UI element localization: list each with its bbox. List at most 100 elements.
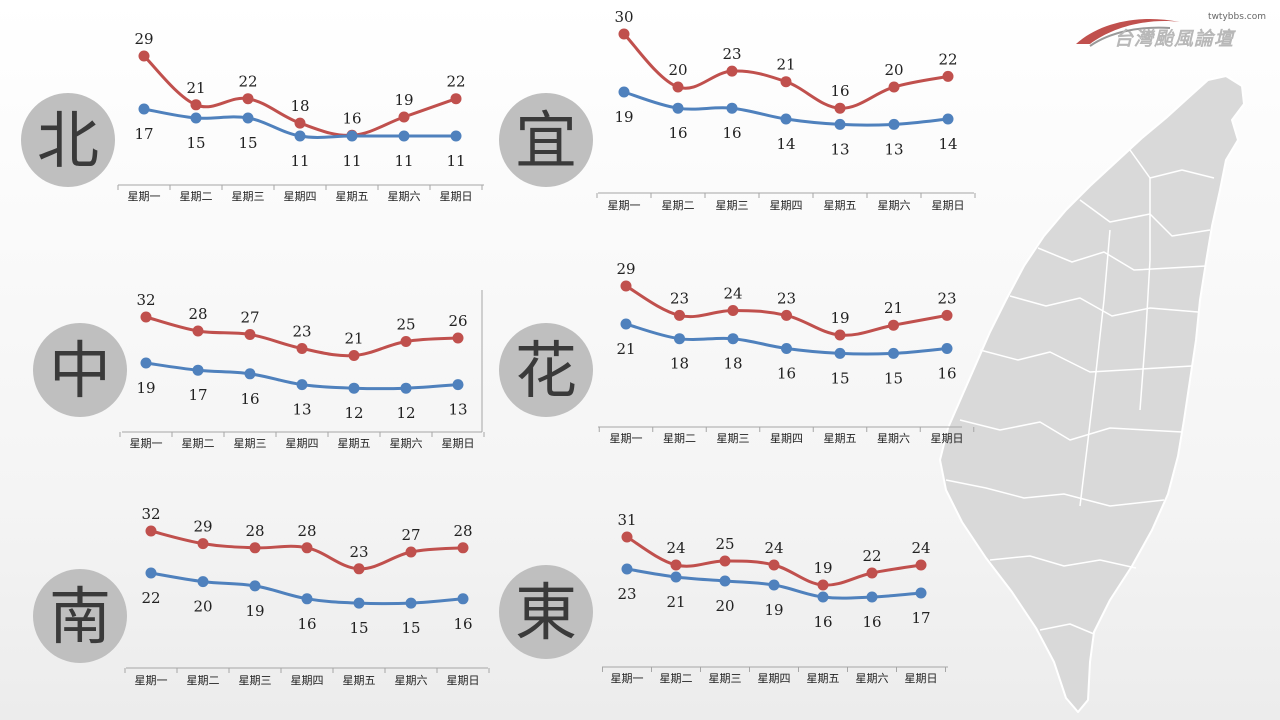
- data-label-low: 16: [240, 390, 259, 408]
- data-point-low: [244, 368, 256, 380]
- x-tick-label: 星期二: [180, 190, 213, 203]
- x-tick-label: 星期一: [130, 437, 163, 450]
- data-point-high: [244, 329, 256, 340]
- x-tick-label: 星期五: [824, 199, 857, 212]
- data-point-low: [888, 347, 899, 359]
- x-tick-label: 星期二: [182, 437, 215, 450]
- data-point-low: [674, 333, 685, 345]
- data-label-low: 11: [446, 152, 465, 170]
- data-label-high: 22: [238, 73, 257, 91]
- data-point-low: [190, 112, 202, 124]
- data-label-high: 27: [401, 526, 420, 544]
- x-tick-label: 星期六: [878, 199, 911, 212]
- data-point-high: [888, 319, 899, 331]
- data-point-high: [888, 81, 900, 93]
- data-label-low: 19: [764, 601, 783, 619]
- data-label-high: 26: [448, 312, 467, 330]
- data-point-high: [817, 579, 829, 591]
- data-label-high: 23: [722, 45, 741, 63]
- data-label-high: 22: [938, 50, 957, 68]
- data-label-low: 19: [245, 602, 264, 620]
- data-point-high: [457, 542, 469, 554]
- data-label-high: 19: [394, 91, 413, 109]
- region-badge: [33, 569, 127, 663]
- data-point-high: [138, 50, 150, 62]
- region-label: 宜: [515, 104, 577, 177]
- x-tick-label: 星期五: [807, 672, 840, 685]
- data-label-high: 18: [290, 97, 309, 115]
- logo-site: twtybbs.com: [1208, 12, 1266, 22]
- x-tick-label: 星期四: [291, 674, 324, 687]
- data-point-high: [405, 546, 417, 558]
- data-label-low: 13: [292, 401, 311, 419]
- data-label-low: 17: [134, 125, 153, 143]
- data-label-high: 21: [344, 330, 363, 348]
- data-label-high: 16: [342, 109, 361, 127]
- data-label-high: 28: [245, 522, 264, 540]
- data-label-low: 15: [186, 134, 205, 152]
- data-point-low: [618, 86, 630, 98]
- data-label-low: 11: [394, 152, 413, 170]
- data-point-high: [192, 325, 204, 337]
- x-tick-label: 星期六: [390, 437, 423, 450]
- data-point-low: [296, 379, 308, 391]
- data-point-high: [197, 538, 209, 550]
- data-label-low: 16: [722, 124, 741, 142]
- x-tick-label: 星期日: [442, 437, 475, 450]
- data-point-low: [301, 593, 313, 605]
- data-label-high: 25: [715, 535, 734, 553]
- data-point-low: [353, 597, 365, 609]
- region-label: 東: [515, 576, 577, 649]
- data-label-low: 13: [884, 140, 903, 158]
- data-label-high: 29: [193, 518, 212, 536]
- x-tick-label: 星期二: [187, 674, 220, 687]
- data-point-low: [138, 103, 150, 115]
- data-point-high: [140, 311, 152, 323]
- data-point-high: [301, 542, 313, 554]
- data-label-low: 20: [193, 598, 212, 616]
- data-label-low: 13: [830, 140, 849, 158]
- data-label-low: 15: [349, 619, 368, 637]
- x-tick-label: 星期三: [239, 674, 272, 687]
- data-point-high: [915, 559, 927, 571]
- data-point-high: [400, 336, 412, 347]
- data-label-high: 21: [884, 299, 903, 317]
- x-tick-label: 星期三: [234, 437, 267, 450]
- data-point-low: [197, 576, 209, 588]
- data-point-low: [140, 357, 152, 369]
- data-label-high: 28: [297, 522, 316, 540]
- data-label-high: 24: [666, 539, 685, 557]
- data-point-high: [726, 65, 738, 77]
- data-label-high: 23: [937, 289, 956, 307]
- data-label-low: 17: [911, 609, 930, 627]
- x-tick-label: 星期六: [395, 674, 428, 687]
- data-point-low: [192, 364, 204, 376]
- data-point-low: [249, 580, 261, 592]
- data-label-high: 23: [349, 543, 368, 561]
- data-label-high: 30: [614, 8, 633, 26]
- data-label-low: 23: [617, 585, 636, 603]
- data-label-high: 22: [446, 73, 465, 91]
- region-badge: [499, 565, 593, 659]
- data-point-high: [620, 280, 632, 292]
- data-point-high: [942, 70, 954, 82]
- region-badge: [21, 93, 115, 187]
- data-point-low: [670, 571, 682, 583]
- data-point-high: [941, 309, 953, 321]
- data-label-high: 22: [862, 547, 881, 565]
- data-point-low: [781, 343, 792, 354]
- x-tick-label: 星期六: [877, 432, 910, 445]
- data-label-high: 20: [668, 61, 687, 79]
- data-point-high: [294, 117, 306, 129]
- data-label-high: 24: [911, 539, 930, 557]
- x-tick-label: 星期三: [716, 199, 749, 212]
- region-label: 花: [515, 334, 577, 407]
- data-point-high: [866, 567, 878, 579]
- data-label-high: 19: [830, 309, 849, 327]
- x-tick-label: 星期日: [440, 190, 473, 203]
- data-label-low: 20: [715, 597, 734, 615]
- data-point-high: [348, 350, 360, 361]
- data-point-high: [834, 329, 846, 341]
